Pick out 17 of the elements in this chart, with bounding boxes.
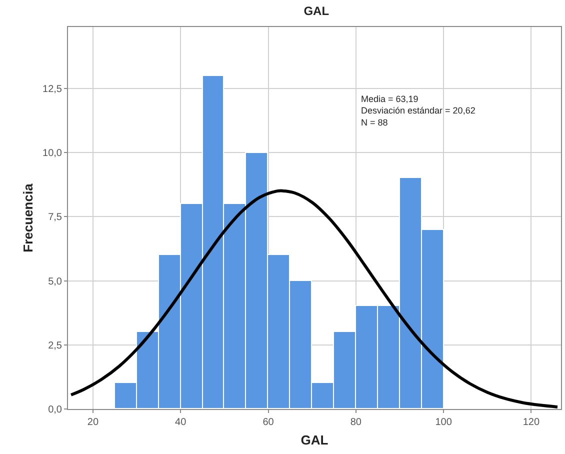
x-axis-title: GAL [300, 432, 328, 448]
y-tick-label: 0,0 [48, 404, 62, 416]
x-tick-label: 20 [87, 417, 99, 428]
x-tick-label: 80 [350, 417, 362, 428]
y-tick-label: 10,0 [42, 148, 62, 160]
annotation: Media = 63,19 Desviación estándar = 20,62 N = 88 [361, 94, 476, 128]
line-series [70, 189, 559, 408]
y-tick-label: 12,5 [42, 84, 62, 96]
y-tick-label: 2,5 [48, 340, 62, 352]
x-tick-label: 100 [435, 417, 452, 428]
x-tick-label: 60 [262, 417, 274, 428]
y-axis-title: Frecuencia [20, 182, 36, 252]
x-tick-label: 120 [522, 417, 540, 428]
chart-title: GAL [304, 4, 330, 18]
y-tick-label: 5,0 [48, 276, 62, 288]
x-tick-label: 40 [175, 417, 187, 428]
y-tick-label: 7,5 [48, 212, 62, 224]
